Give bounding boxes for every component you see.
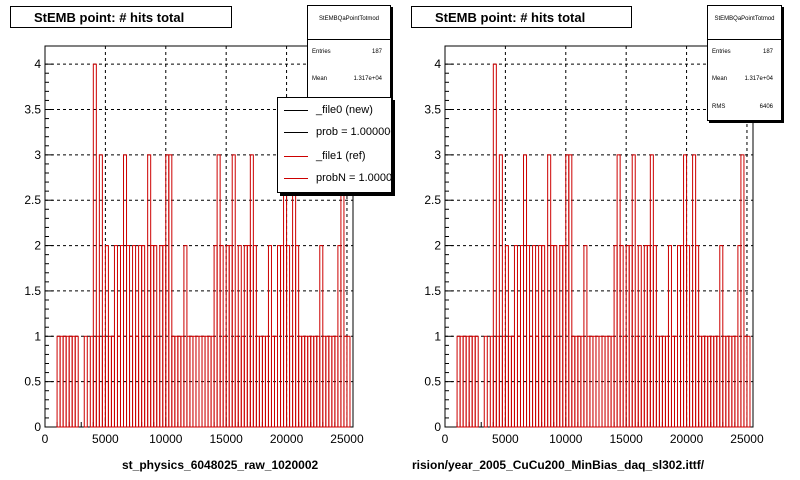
- left-xtick-label: 0: [42, 432, 49, 446]
- right-hist-bin: [740, 154, 745, 428]
- left-xtick-label: 10000: [149, 432, 183, 446]
- right-ytick-label: 2.5: [424, 193, 441, 207]
- left-hist-bin: [83, 335, 88, 428]
- right-ytick-label: 3.5: [424, 103, 441, 117]
- left-ytick-label: 0.5: [24, 375, 41, 389]
- right-stats-rms-row: RMS 6406: [712, 104, 773, 110]
- legend-item-file0: _file0 (new): [278, 102, 391, 120]
- right-file-label: rision/year_2005_CuCu200_MinBias_daq_sl3…: [412, 458, 705, 472]
- left-hist-bin: [92, 63, 97, 428]
- left-ytick-label: 1: [34, 329, 41, 343]
- right-stats-mean-row: Mean 1.317e+04: [712, 76, 773, 82]
- right-xtick-label: 10000: [549, 432, 583, 446]
- left-legend-box: _file0 (new) prob = 1.000000 _file1 (ref…: [277, 97, 392, 193]
- right-ytick-label: 0: [434, 420, 441, 434]
- left-hist-bin: [346, 335, 351, 428]
- right-hist-bin: [631, 154, 636, 428]
- left-ytick-label: 3.5: [24, 103, 41, 117]
- right-xtick-label: 20000: [670, 432, 704, 446]
- left-stats-box: StEMBQaPointTotmod Entries 187 Mean 1.31…: [307, 5, 391, 106]
- left-xtick-label: 20000: [270, 432, 304, 446]
- right-hist-bin: [492, 63, 497, 428]
- left-hist-bin: [74, 335, 79, 428]
- left-file-label: st_physics_6048025_raw_1020002: [122, 458, 319, 472]
- left-hist-bin: [98, 154, 103, 428]
- left-stats-mean-row: Mean 1.317e+04: [312, 76, 382, 82]
- left-hist-bin: [231, 154, 236, 428]
- right-hist-bin: [474, 335, 479, 428]
- legend-item-probn: probN = 1.000000: [278, 170, 391, 188]
- right-stats-title: StEMBQaPointTotmod: [714, 16, 775, 22]
- right-hist-bin: [498, 154, 503, 428]
- left-hist-bin: [168, 154, 173, 428]
- left-ytick-label: 2: [34, 239, 41, 253]
- left-chart-title: StEMB point: # hits total: [10, 6, 232, 28]
- right-xtick-label: 25000: [730, 432, 764, 446]
- left-ytick-label: 4: [34, 57, 41, 71]
- left-stats-title: StEMBQaPointTotmod: [318, 16, 380, 22]
- right-ytick-label: 1.5: [424, 284, 441, 298]
- left-ytick-label: 3: [34, 148, 41, 162]
- right-ytick-label: 3: [434, 148, 441, 162]
- left-xtick-label: 15000: [209, 432, 243, 446]
- right-ytick-label: 1: [434, 329, 441, 343]
- left-ytick-label: 0: [34, 420, 41, 434]
- right-hist-bin: [483, 335, 488, 428]
- legend-item-prob: prob = 1.000000: [278, 124, 391, 142]
- right-ytick-label: 0.5: [424, 375, 441, 389]
- legend-item-file1: _file1 (ref): [278, 148, 391, 166]
- right-stats-entries-row: Entries 187: [712, 49, 773, 55]
- left-ytick-label: 1.5: [24, 284, 41, 298]
- right-ytick-label: 2: [434, 239, 441, 253]
- right-xtick-label: 15000: [609, 432, 643, 446]
- left-stats-entries-row: Entries 187: [312, 49, 382, 55]
- left-xtick-label: 25000: [330, 432, 364, 446]
- left-ytick-label: 2.5: [24, 193, 41, 207]
- right-xtick-label: 5000: [492, 432, 519, 446]
- right-hist-bin: [746, 335, 751, 428]
- right-chart-title: StEMB point: # hits total: [411, 6, 632, 28]
- right-xtick-label: 0: [442, 432, 449, 446]
- right-ytick-label: 4: [434, 57, 441, 71]
- right-stats-box: StEMBQaPointTotmod Entries 187 Mean 1.31…: [707, 5, 782, 121]
- right-hist-bin: [568, 154, 573, 428]
- left-xtick-label: 5000: [92, 432, 119, 446]
